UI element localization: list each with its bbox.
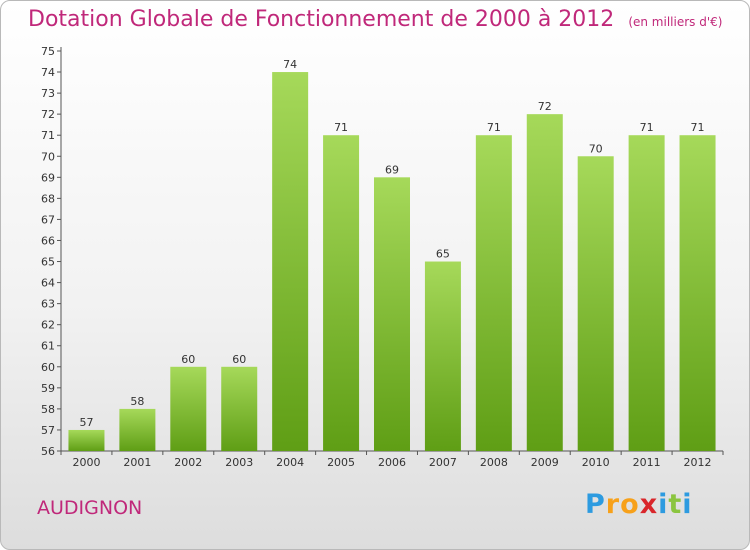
y-tick-label: 68	[41, 192, 55, 205]
bar-value-label: 57	[79, 416, 93, 429]
y-tick-label: 61	[41, 340, 55, 353]
y-tick-label: 73	[41, 87, 55, 100]
x-tick-label: 2007	[429, 456, 457, 469]
logo-letter: r	[605, 489, 621, 520]
y-tick-label: 71	[41, 129, 55, 142]
x-tick-label: 2000	[72, 456, 100, 469]
bar	[221, 366, 258, 451]
logo-letter: o	[620, 489, 640, 520]
bar-value-label: 65	[436, 248, 450, 261]
y-tick-label: 70	[41, 150, 55, 163]
y-tick-label: 65	[41, 256, 55, 269]
bar-value-label: 71	[691, 121, 705, 134]
y-tick-label: 67	[41, 213, 55, 226]
y-tick-label: 72	[41, 108, 55, 121]
y-tick-label: 57	[41, 424, 55, 437]
commune-name: AUDIGNON	[37, 497, 143, 519]
bar	[628, 135, 665, 452]
bar	[374, 177, 410, 451]
bar	[323, 135, 360, 452]
y-tick-label: 60	[41, 361, 55, 374]
bar	[577, 156, 614, 451]
x-tick-label: 2009	[531, 456, 559, 469]
bar-value-label: 71	[640, 121, 654, 134]
bar-value-label: 71	[334, 121, 348, 134]
x-tick-label: 2010	[582, 456, 610, 469]
unit-note: (en milliers d'€)	[628, 15, 723, 29]
logo-letter: t	[668, 489, 683, 520]
bar	[170, 366, 207, 451]
x-tick-label: 2012	[684, 456, 712, 469]
proxiti-logo: Proxiti	[585, 489, 693, 520]
logo-letter: i	[682, 489, 693, 520]
bar	[424, 261, 461, 451]
y-tick-label: 66	[41, 234, 55, 247]
y-tick-label: 74	[41, 66, 55, 79]
x-tick-label: 2011	[633, 456, 661, 469]
chart-title: Dotation Globale de Fonctionnement de 20…	[28, 7, 722, 32]
x-tick-label: 2004	[276, 456, 304, 469]
chart-title-text: Dotation Globale de Fonctionnement de 20…	[28, 7, 615, 32]
bar-value-label: 70	[589, 142, 603, 155]
y-tick-label: 59	[41, 382, 55, 395]
bar-value-label: 71	[487, 121, 501, 134]
y-tick-label: 63	[41, 298, 55, 311]
logo-letter: i	[658, 489, 669, 520]
x-tick-label: 2003	[225, 456, 253, 469]
y-tick-label: 58	[41, 403, 55, 416]
bar-value-label: 58	[130, 395, 144, 408]
y-tick-label: 75	[41, 45, 55, 58]
bar	[272, 72, 309, 451]
x-tick-label: 2001	[123, 456, 151, 469]
bar-value-label: 74	[283, 58, 297, 71]
bar	[475, 135, 512, 452]
x-tick-label: 2005	[327, 456, 355, 469]
x-tick-label: 2006	[378, 456, 406, 469]
bar	[526, 114, 563, 451]
bar-value-label: 69	[385, 163, 399, 176]
y-tick-label: 64	[41, 277, 55, 290]
bar	[119, 408, 156, 451]
bar-value-label: 72	[538, 100, 552, 113]
logo-letter: P	[585, 489, 606, 520]
bar	[68, 429, 105, 451]
bar	[679, 135, 716, 452]
x-tick-label: 2002	[174, 456, 202, 469]
bar-value-label: 60	[232, 353, 246, 366]
logo-letter: x	[639, 489, 659, 520]
bar-value-label: 60	[181, 353, 195, 366]
y-tick-label: 62	[41, 319, 55, 332]
x-tick-label: 2008	[480, 456, 508, 469]
y-tick-label: 69	[41, 171, 55, 184]
y-tick-label: 56	[41, 445, 55, 458]
